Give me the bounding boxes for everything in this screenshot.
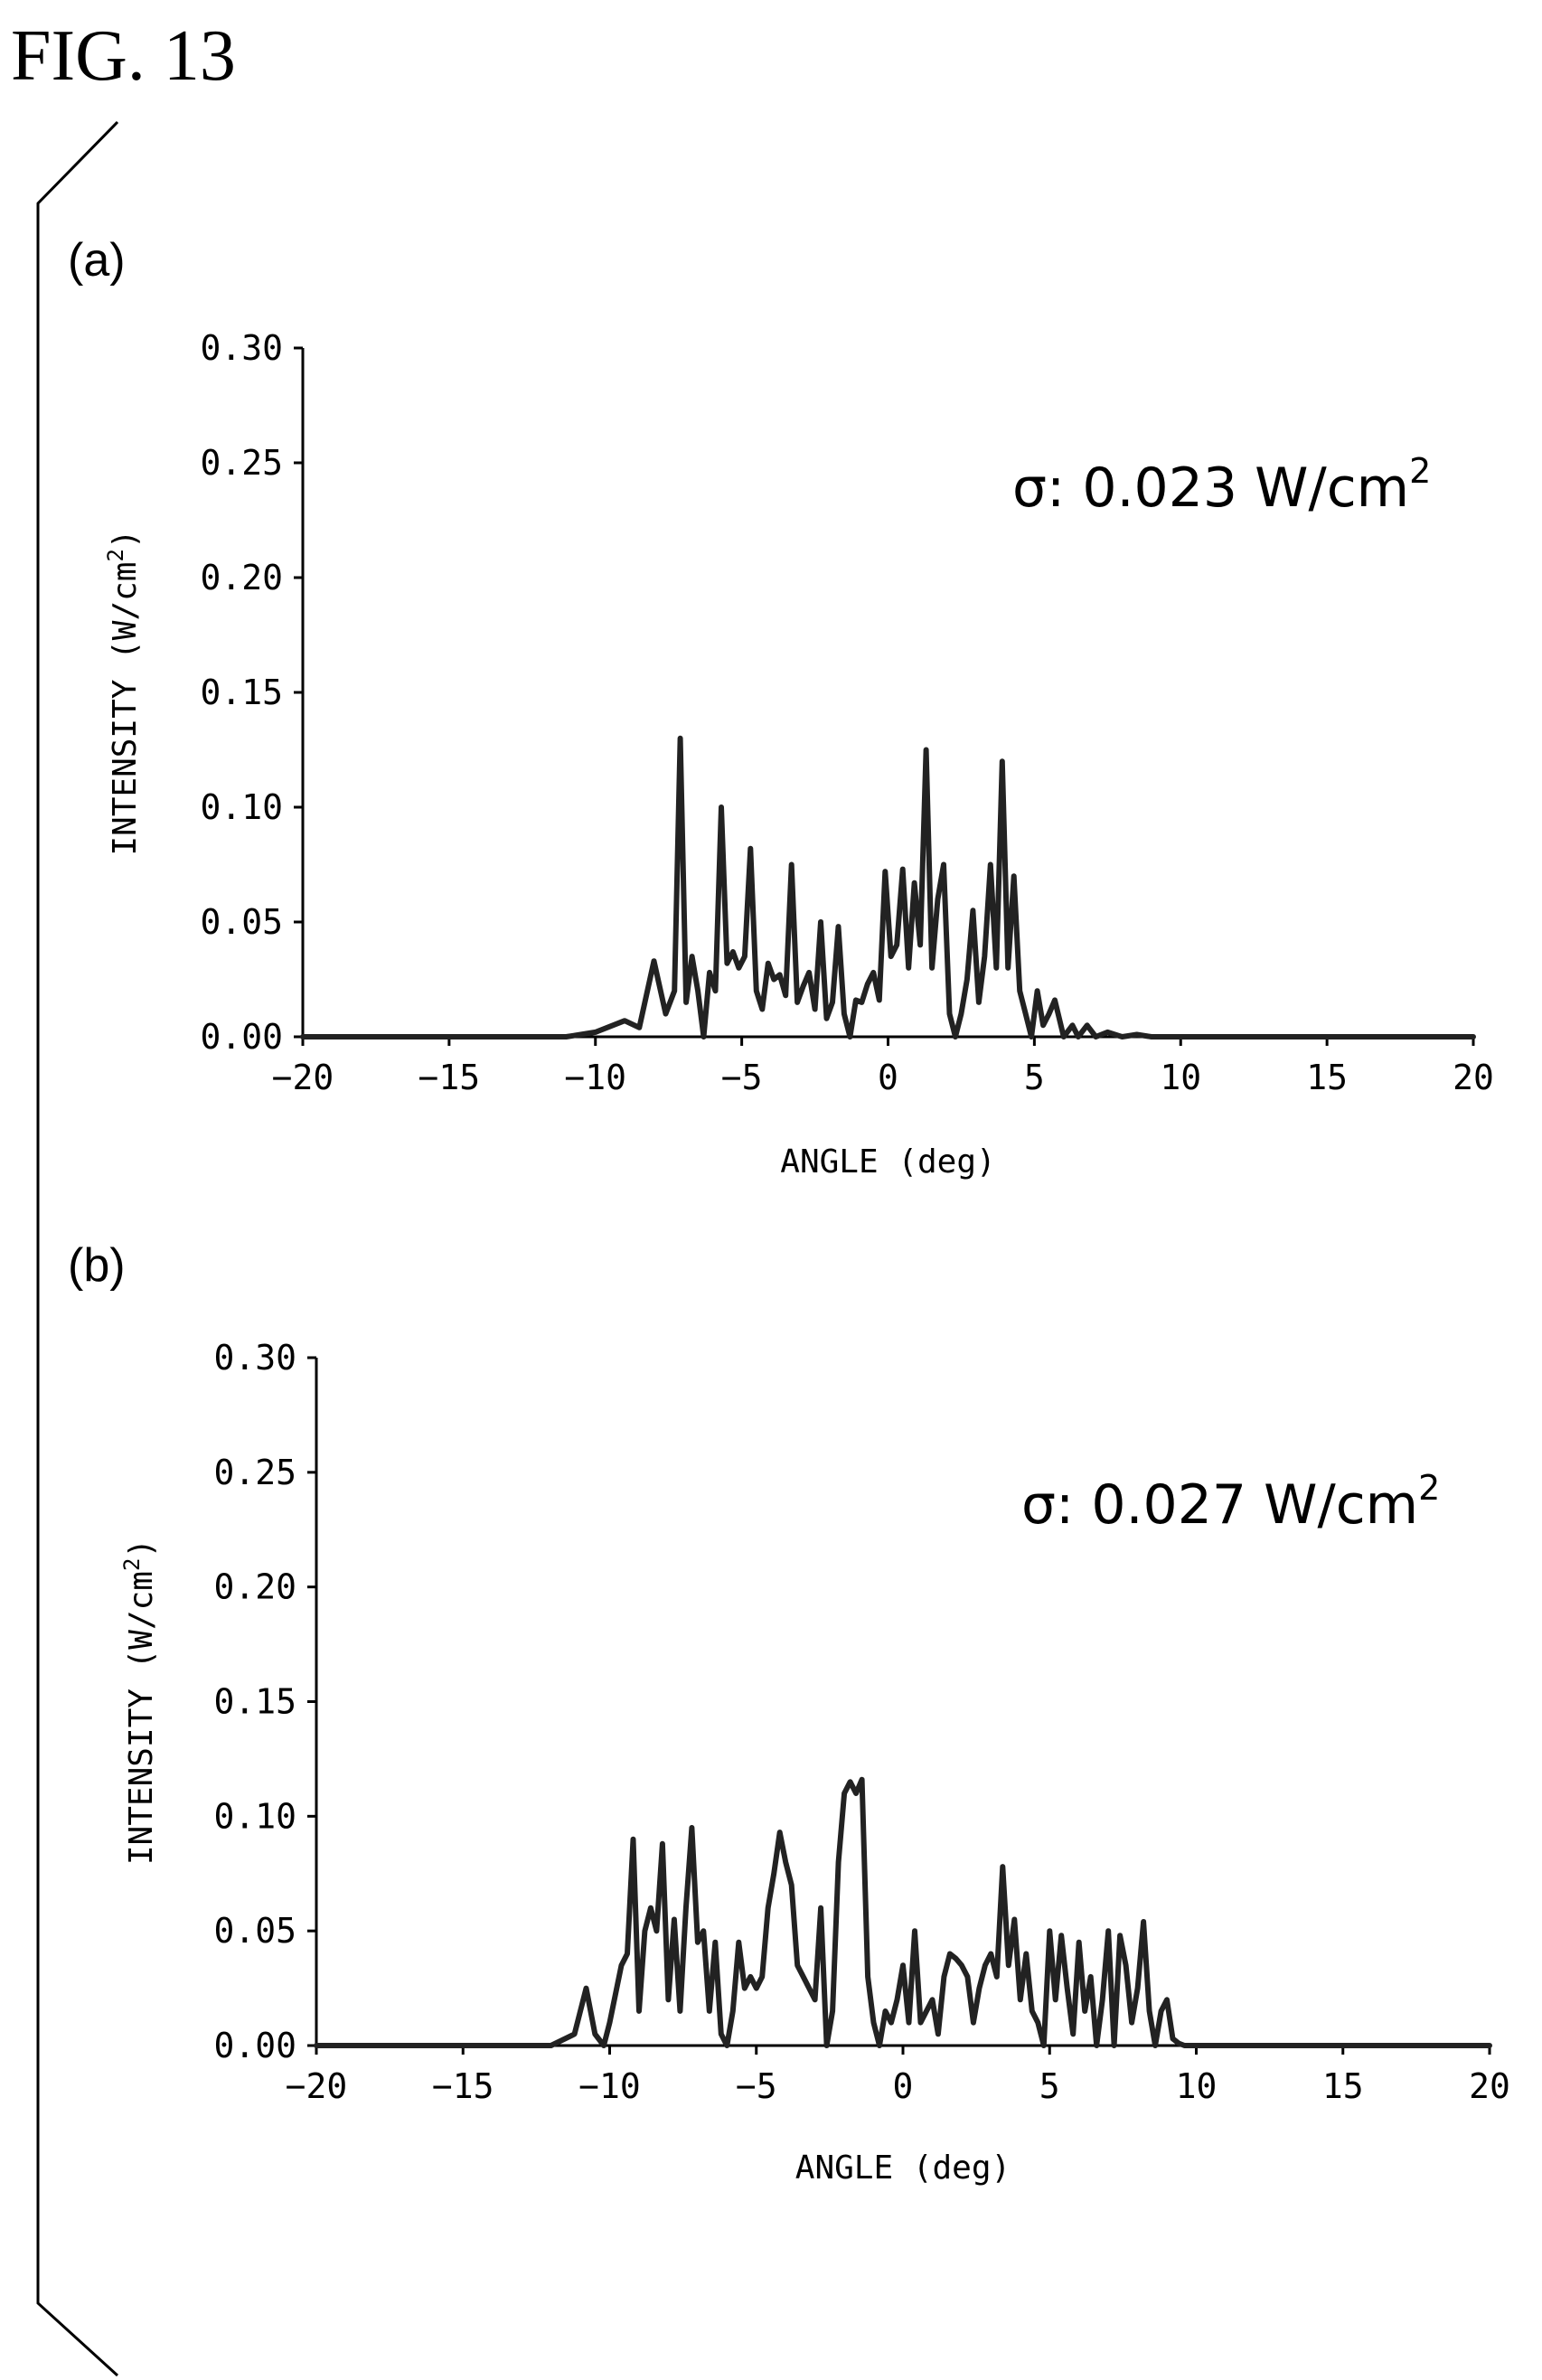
x-tick-label: 20 bbox=[1453, 1058, 1494, 1097]
x-tick-label: 0 bbox=[878, 1058, 898, 1097]
y-tick-label: 0.20 bbox=[200, 558, 283, 597]
y-tick-label: 0.00 bbox=[213, 2026, 296, 2065]
y-tick-label: 0.10 bbox=[213, 1796, 296, 1836]
x-tick-label: 5 bbox=[1039, 2066, 1060, 2106]
y-tick-label: 0.30 bbox=[213, 1338, 296, 1378]
x-tick-label: 10 bbox=[1176, 2066, 1218, 2106]
x-tick-label: 10 bbox=[1160, 1058, 1201, 1097]
x-tick-label: 15 bbox=[1322, 2066, 1364, 2106]
x-tick-label: −15 bbox=[418, 1058, 481, 1097]
x-tick-label: 20 bbox=[1469, 2066, 1510, 2106]
y-tick-label: 0.15 bbox=[213, 1682, 296, 1722]
x-axis-title: ANGLE (deg) bbox=[780, 1143, 995, 1181]
x-tick-label: −20 bbox=[286, 2066, 348, 2106]
chart-panel-a: (a) 0.00 0.05 0.10 0.15 0.20 0.25 0.30 −20 −15 −10… bbox=[68, 234, 1494, 1181]
sigma-annotation: σ: 0.027 W/cm2 bbox=[1021, 1468, 1440, 1537]
x-tick-label: 15 bbox=[1306, 1058, 1348, 1097]
intensity-series-line bbox=[314, 1776, 1492, 2048]
y-tick-label: 0.30 bbox=[200, 328, 283, 368]
x-tick-label: 0 bbox=[893, 2066, 914, 2106]
sigma-annotation: σ: 0.023 W/cm2 bbox=[1012, 451, 1431, 520]
y-tick-label: 0.05 bbox=[213, 1911, 296, 1951]
y-tick-label: 0.25 bbox=[200, 443, 283, 483]
y-tick-label: 0.20 bbox=[213, 1567, 296, 1607]
x-tick-label: 5 bbox=[1024, 1058, 1045, 1097]
y-tick-label: 0.25 bbox=[213, 1453, 296, 1492]
y-axis-title: INTENSITY (W/cm2) bbox=[103, 529, 144, 855]
y-axis-title: INTENSITY (W/cm2) bbox=[119, 1538, 160, 1865]
y-tick-label: 0.10 bbox=[200, 787, 283, 827]
x-tick-label: −5 bbox=[721, 1058, 763, 1097]
y-tick-label: 0.05 bbox=[200, 902, 283, 942]
y-tick-label: 0.15 bbox=[200, 673, 283, 712]
panel-bracket bbox=[36, 120, 119, 2377]
figure-title: FIG. 13 bbox=[11, 16, 236, 96]
panel-label: (a) bbox=[68, 234, 126, 287]
intensity-series-line bbox=[300, 735, 1476, 1039]
x-tick-label: −10 bbox=[578, 2066, 641, 2106]
x-tick-label: −15 bbox=[432, 2066, 494, 2106]
chart-panel-b: (b) 0.00 0.05 0.10 0.15 0.20 0.25 0.30 −20 −15 −10… bbox=[68, 1239, 1510, 2187]
x-tick-label: −20 bbox=[272, 1058, 334, 1097]
x-axis-title: ANGLE (deg) bbox=[795, 2150, 1011, 2187]
x-tick-label: −5 bbox=[736, 2066, 777, 2106]
panel-label: (b) bbox=[68, 1239, 126, 1292]
y-tick-label: 0.00 bbox=[200, 1017, 283, 1057]
x-tick-label: −10 bbox=[564, 1058, 626, 1097]
